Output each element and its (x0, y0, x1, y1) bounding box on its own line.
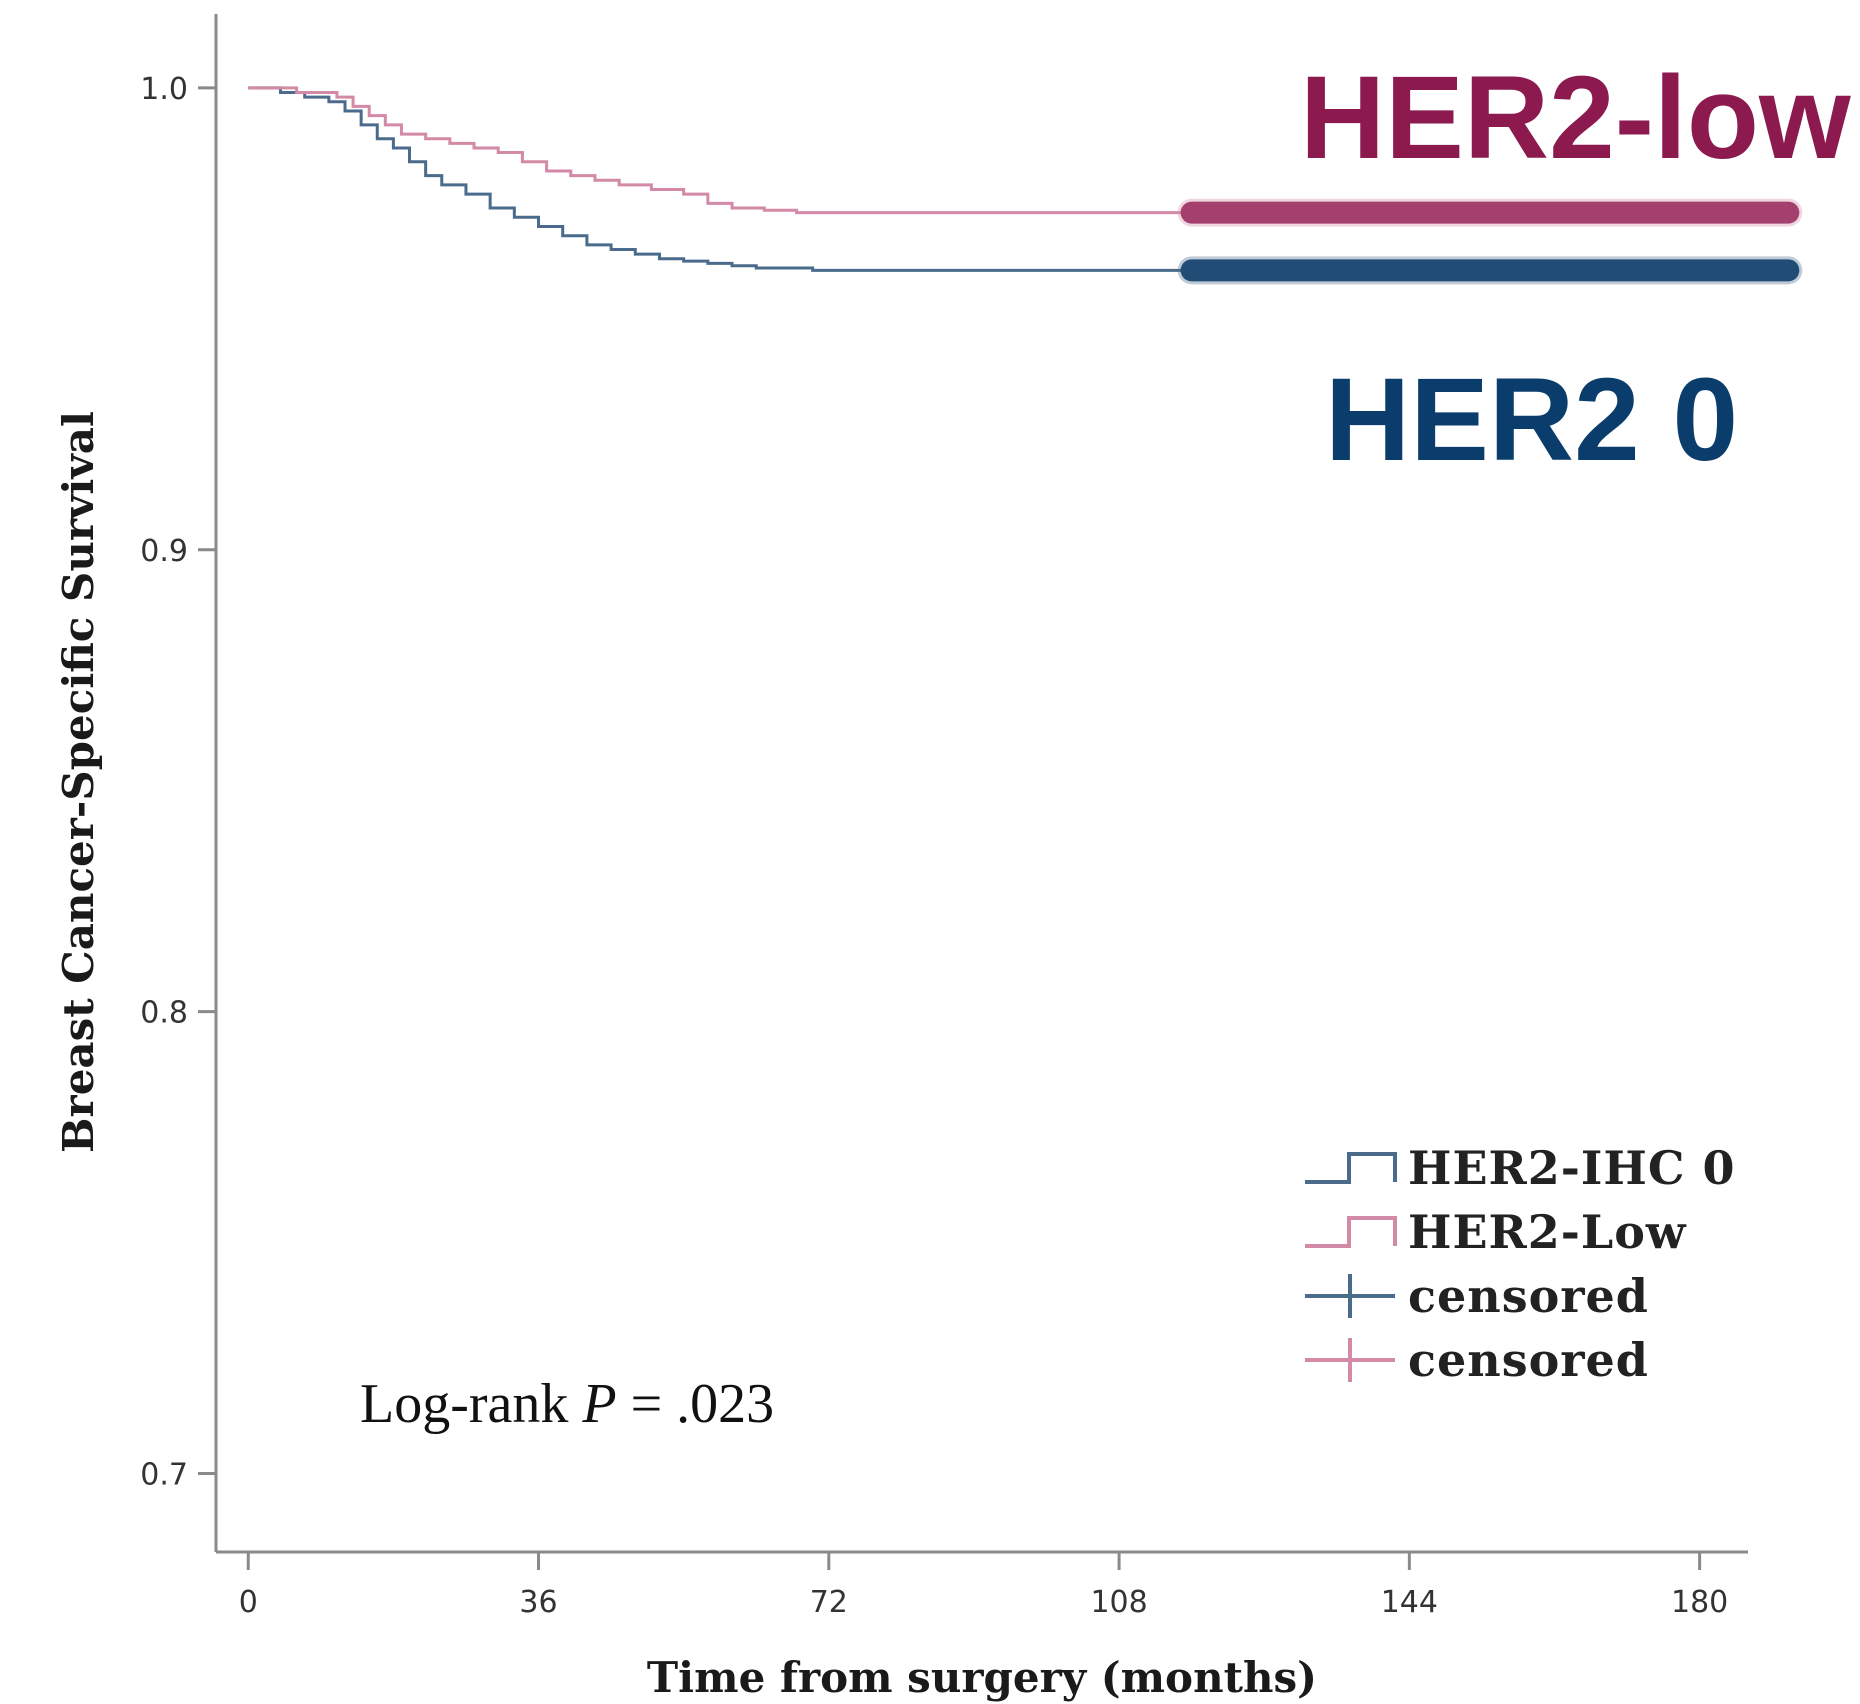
y-ticks: 0.7 0.8 0.9 1.0 (140, 72, 216, 1492)
x-ticks: 0 36 72 108 144 180 (239, 1552, 1728, 1620)
legend-item: HER2-Low (1305, 1205, 1687, 1259)
survival-curve-her2-ihc-0 (248, 86, 1740, 272)
y-axis-title: Breast Cancer-Specific Survival (54, 411, 103, 1153)
log-rank-p-symbol: P (581, 1373, 616, 1435)
x-tick-label: 36 (519, 1585, 557, 1620)
legend-label: censored (1408, 1269, 1649, 1323)
log-rank-prefix: Log-rank (360, 1373, 582, 1435)
legend-item: HER2-IHC 0 (1305, 1141, 1735, 1195)
y-tick-label: 0.9 (140, 534, 188, 569)
legend-item: censored (1305, 1333, 1649, 1387)
legend-step-swatch (1305, 1152, 1397, 1184)
legend-label: HER2-Low (1408, 1205, 1687, 1259)
x-tick-label: 108 (1090, 1585, 1147, 1620)
legend: HER2-IHC 0 HER2-Low censored censored (1305, 1141, 1735, 1387)
x-tick-label: 144 (1381, 1585, 1438, 1620)
legend-step-swatch (1305, 1216, 1397, 1248)
legend-item: censored (1305, 1269, 1649, 1323)
legend-label: censored (1408, 1333, 1649, 1387)
series-layer (248, 86, 1803, 285)
legend-label: HER2-IHC 0 (1408, 1141, 1735, 1195)
x-tick-label: 180 (1671, 1585, 1728, 1620)
x-axis-title: Time from surgery (months) (647, 1653, 1317, 1702)
x-tick-label: 0 (239, 1585, 258, 1620)
log-rank-annotation: Log-rank P = .023 (360, 1373, 774, 1435)
survival-curve-her2-low (248, 86, 1740, 215)
log-rank-value: = .023 (617, 1373, 775, 1435)
x-tick-label: 72 (810, 1585, 848, 1620)
y-tick-label: 0.7 (140, 1457, 188, 1492)
y-tick-label: 0.8 (140, 996, 188, 1031)
her2-low-callout: HER2-low (1300, 52, 1852, 184)
y-tick-label: 1.0 (140, 72, 188, 107)
her2-zero-callout: HER2 0 (1325, 354, 1738, 486)
